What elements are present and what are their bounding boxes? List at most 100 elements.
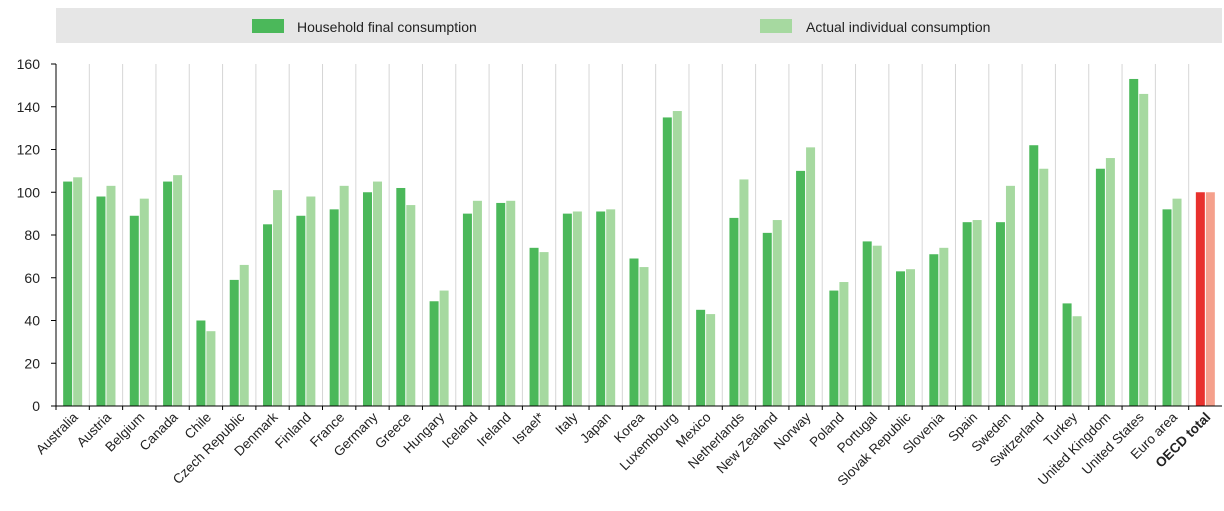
bar-household-israel [529, 247, 539, 406]
bar-actual-sweden [1005, 185, 1015, 406]
bar-household-germany [362, 192, 372, 406]
legend-label-household: Household final consumption [297, 19, 477, 35]
bar-household-korea [629, 258, 639, 406]
x-label-iceland: Iceland [439, 410, 480, 451]
bar-household-united-kingdom [1095, 168, 1105, 406]
x-label-israel: Israel* [510, 409, 548, 447]
bar-actual-new-zealand [772, 220, 782, 406]
bar-household-spain [962, 222, 972, 406]
y-tick-label: 160 [17, 56, 41, 72]
bar-actual-iceland [472, 200, 482, 406]
gridlines [88, 64, 1190, 406]
bar-actual-hungary [439, 290, 449, 406]
bar-actual-turkey [1072, 316, 1082, 406]
x-label-italy: Italy [552, 409, 580, 437]
bar-actual-norway [806, 147, 816, 407]
bar-household-belgium [129, 215, 139, 406]
bar-household-oecd-total [1195, 192, 1205, 406]
bar-household-austria [96, 196, 106, 406]
bar-actual-austria [106, 185, 116, 406]
legend-swatch-actual [760, 19, 792, 33]
bar-household-iceland [462, 213, 472, 407]
legend-item-household-final-consumption: Household final consumption [252, 19, 477, 35]
bar-actual-australia [73, 177, 83, 406]
y-tick-label: 60 [24, 270, 40, 286]
legend-label-actual: Actual individual consumption [806, 19, 990, 35]
y-tick-label: 140 [17, 99, 41, 115]
bar-actual-portugal [872, 245, 882, 406]
x-label-finland: Finland [272, 410, 314, 452]
bar-household-turkey [1062, 303, 1072, 406]
bar-actual-france [339, 185, 349, 406]
bar-actual-euro-area [1172, 198, 1182, 406]
x-label-japan: Japan [577, 410, 614, 447]
bar-actual-israel [539, 252, 549, 406]
y-axis-tick-labels: 0 20 40 60 80 100 120 140 160 [17, 56, 41, 414]
x-label-canada: Canada [137, 409, 181, 453]
bar-actual-spain [972, 220, 982, 406]
bar-actual-czech-republic [239, 264, 249, 406]
bar-household-japan [596, 211, 606, 406]
bar-actual-united-states [1139, 93, 1149, 407]
bar-household-france [329, 209, 339, 406]
bar-actual-japan [606, 209, 616, 406]
legend-item-actual-individual-consumption: Actual individual consumption [760, 19, 990, 35]
x-label-norway: Norway [771, 409, 814, 452]
bar-actual-denmark [273, 190, 283, 406]
bar-actual-ireland [506, 200, 516, 406]
bar-household-sweden [995, 222, 1005, 406]
bar-household-norway [796, 170, 806, 407]
bar-actual-poland [839, 282, 849, 406]
legend-background [56, 8, 1222, 43]
bar-actual-finland [306, 196, 316, 406]
bar-actual-slovak-republic [906, 269, 916, 406]
y-tick-label: 80 [24, 227, 40, 243]
bar-household-australia [63, 181, 73, 406]
x-label-ireland: Ireland [474, 410, 514, 450]
bar-actual-chile [206, 331, 216, 406]
bar-household-euro-area [1162, 209, 1172, 406]
bars [63, 78, 1215, 407]
bar-actual-slovenia [939, 247, 949, 406]
bar-household-slovak-republic [896, 271, 906, 406]
y-tick-label: 0 [32, 398, 40, 414]
bar-household-canada [163, 181, 173, 406]
bar-actual-mexico [706, 314, 716, 406]
axes [51, 63, 1222, 410]
bar-actual-switzerland [1039, 168, 1049, 406]
legend: Household final consumption Actual indiv… [252, 19, 990, 35]
bar-household-finland [296, 215, 306, 406]
y-tick-label: 20 [24, 355, 40, 371]
x-label-australia: Australia [33, 409, 81, 457]
bar-actual-germany [372, 181, 382, 406]
bar-household-netherlands [729, 217, 739, 406]
bar-actual-korea [639, 267, 649, 406]
bar-household-czech-republic [229, 279, 239, 406]
bar-actual-luxembourg [672, 111, 682, 407]
legend-swatch-household [252, 19, 284, 33]
bar-household-switzerland [1029, 145, 1039, 407]
bar-household-new-zealand [762, 232, 772, 406]
bar-household-mexico [696, 309, 706, 406]
bar-actual-netherlands [739, 179, 749, 406]
y-tick-label: 120 [17, 142, 41, 158]
bar-household-denmark [263, 224, 273, 406]
bar-household-portugal [862, 241, 872, 406]
bar-actual-united-kingdom [1105, 158, 1115, 406]
bar-household-slovenia [929, 254, 939, 406]
y-tick-label: 40 [24, 313, 40, 329]
y-tick-label: 100 [17, 184, 41, 200]
bar-household-united-states [1129, 78, 1139, 407]
bar-household-ireland [496, 202, 506, 406]
bar-actual-oecd-total [1205, 192, 1215, 406]
bar-actual-italy [572, 211, 582, 406]
bar-household-hungary [429, 301, 439, 406]
bar-household-luxembourg [662, 117, 672, 406]
bar-actual-greece [406, 205, 416, 406]
bar-actual-belgium [139, 198, 149, 406]
bar-household-poland [829, 290, 839, 406]
bar-household-chile [196, 320, 206, 406]
bar-household-greece [396, 187, 406, 406]
